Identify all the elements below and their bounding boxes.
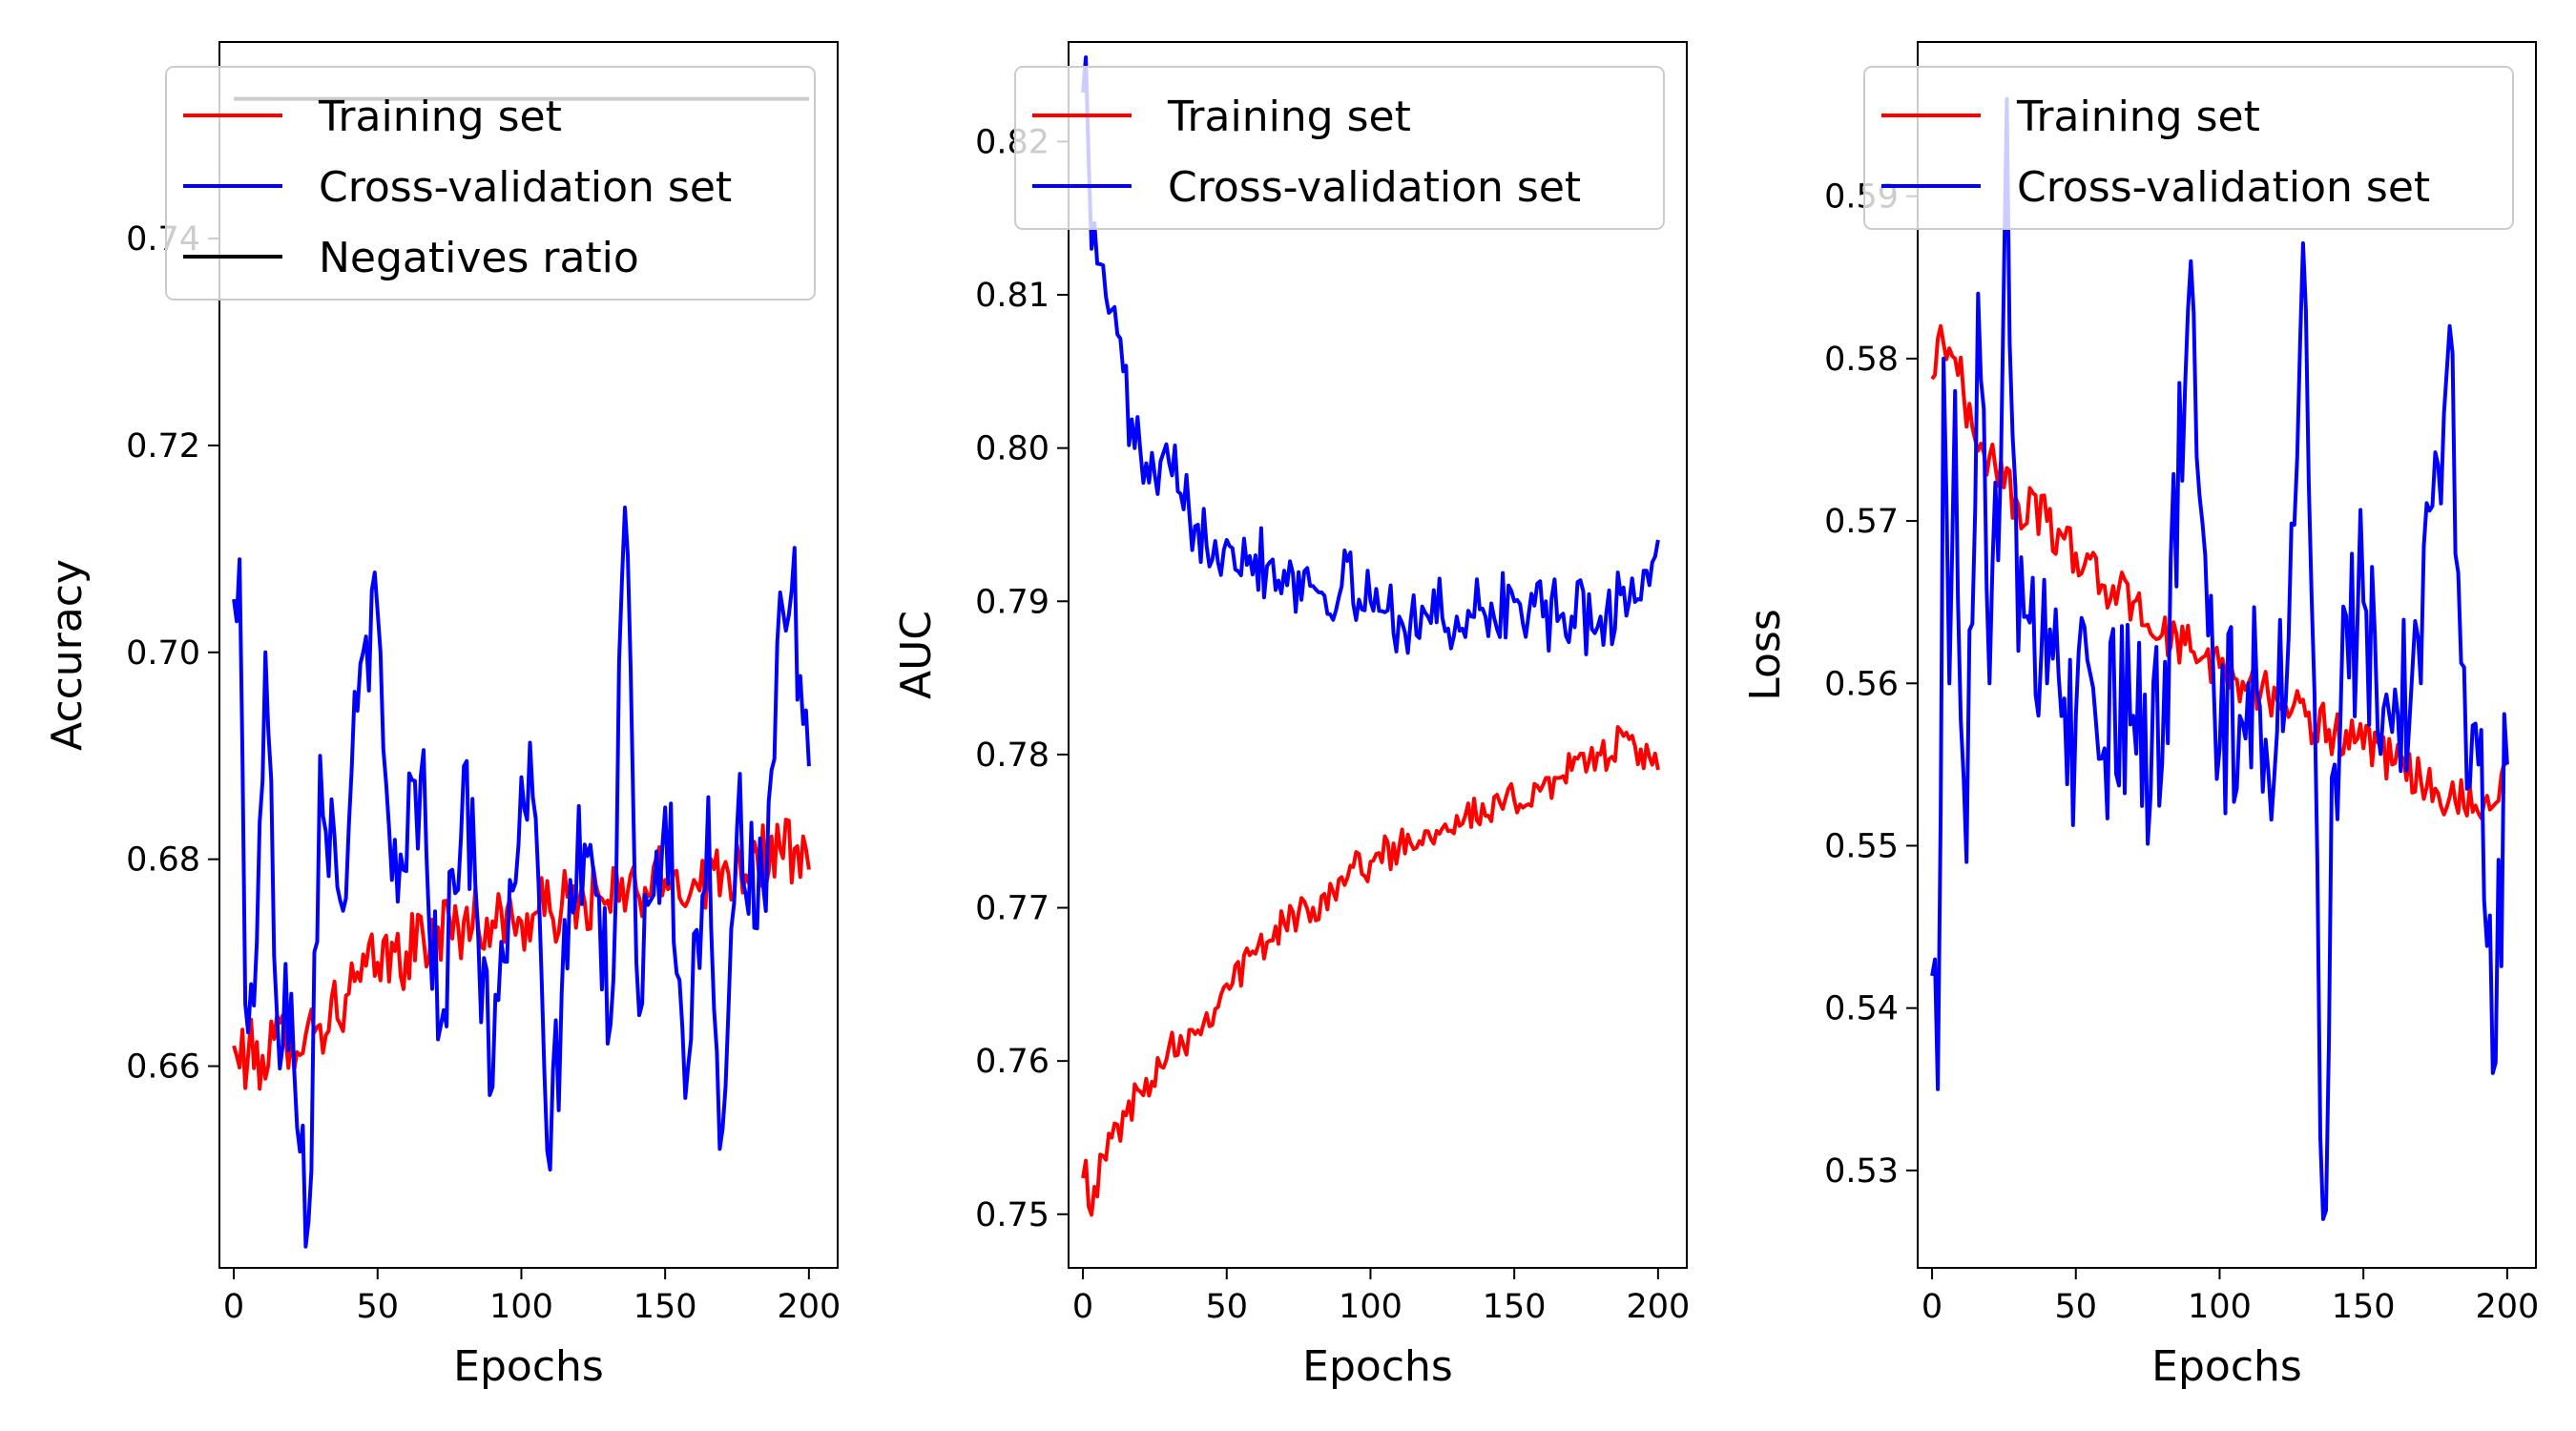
legend-box	[1863, 66, 2514, 230]
legend-label: Training set	[1167, 93, 1411, 141]
legend-label: Cross-validation set	[2017, 163, 2430, 212]
x-axis-label: Epochs	[1302, 1342, 1453, 1391]
series-line-cross-validation-set	[232, 506, 811, 1249]
y-tick-label: 0.54	[1824, 990, 1899, 1028]
y-tick-label: 0.75	[975, 1196, 1049, 1234]
x-tick-label: 0	[223, 1288, 244, 1326]
y-tick-label: 0.55	[1824, 827, 1899, 865]
series-line-training-set	[1930, 323, 2508, 820]
x-tick-label: 200	[1626, 1288, 1690, 1326]
y-tick-label: 0.79	[975, 583, 1049, 621]
legend: Training set Cross-validation set Negative…	[165, 66, 816, 301]
x-tick-label: 50	[356, 1288, 399, 1326]
subplot-accuracy: 0 50 100 150 2000.660.680.700.720.74EpochsAc…	[43, 41, 841, 1391]
x-tick-label: 0	[1072, 1288, 1093, 1326]
x-tick-label: 0	[1922, 1288, 1942, 1326]
y-tick-label: 0.66	[126, 1048, 200, 1087]
subplot-auc: 0 50 100 150 200 0.75 0.76 0.77 0.78 0.79 0.80 0.81…	[892, 41, 1690, 1391]
series-line-training-set	[232, 818, 811, 1091]
x-tick-label: 200	[777, 1288, 841, 1326]
axes-frame	[218, 41, 839, 1269]
y-tick-label: 0.70	[126, 634, 200, 673]
series-line-training-set	[1081, 725, 1660, 1217]
x-tick-label: 200	[2475, 1288, 2539, 1326]
x-axis-label: Epochs	[453, 1342, 604, 1391]
x-tick-label: 100	[2188, 1288, 2252, 1326]
axes-frame	[1068, 41, 1688, 1269]
legend-label: Cross-validation set	[1168, 163, 1581, 212]
y-axis-label: Loss	[1741, 609, 1790, 701]
y-tick-label: 0.68	[126, 841, 200, 880]
axes-frame	[1917, 41, 2537, 1269]
legend-box	[1014, 66, 1665, 230]
x-tick-label: 150	[2332, 1288, 2396, 1326]
y-axis-label: AUC	[892, 611, 941, 699]
y-tick-label: 0.53	[1824, 1152, 1899, 1191]
y-axis-label: Accuracy	[43, 559, 92, 751]
series-line-cross-validation-set	[1081, 55, 1660, 656]
legend-label: Cross-validation set	[319, 163, 732, 212]
legend-box	[165, 66, 816, 301]
legend: Training set Cross-validation set	[1014, 66, 1665, 230]
y-tick-label: 0.78	[975, 736, 1049, 775]
y-tick-label: 0.58	[1824, 341, 1899, 379]
y-tick-label: 0.57	[1824, 503, 1899, 541]
subplot-loss: 0 50 100 150 2000.530.540.550.560.570.580.59…	[1741, 41, 2539, 1391]
y-tick-label: 0.76	[975, 1043, 1049, 1081]
legend: Training set Cross-validation set	[1863, 66, 2514, 230]
y-tick-label: 0.56	[1824, 665, 1899, 703]
legend-label: Negatives ratio	[319, 234, 639, 282]
y-tick-label: 0.81	[975, 277, 1049, 315]
x-tick-label: 100	[489, 1288, 553, 1326]
series-line-cross-validation-set	[1930, 96, 2509, 1221]
legend-label: Training set	[318, 93, 562, 141]
legend-label: Training set	[2016, 93, 2260, 141]
y-tick-label: 0.77	[975, 890, 1049, 928]
x-tick-label: 150	[1483, 1288, 1547, 1326]
x-tick-label: 50	[1205, 1288, 1248, 1326]
y-tick-label: 0.80	[975, 430, 1049, 468]
x-axis-label: Epochs	[2151, 1342, 2302, 1391]
x-tick-label: 100	[1339, 1288, 1402, 1326]
x-tick-label: 150	[634, 1288, 697, 1326]
x-tick-label: 50	[2054, 1288, 2097, 1326]
y-tick-label: 0.72	[126, 427, 200, 466]
